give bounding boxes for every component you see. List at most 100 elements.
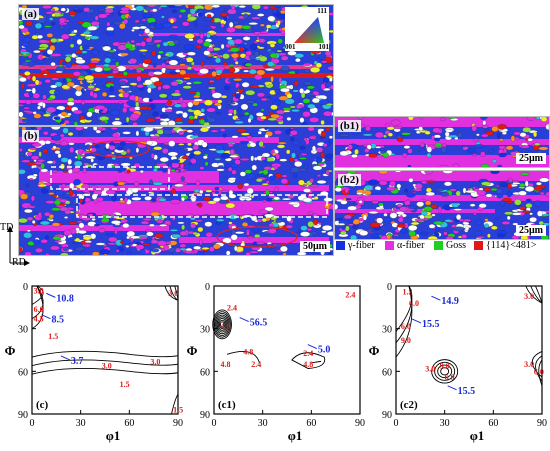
contour-level-label: 3.0 <box>425 364 435 373</box>
ebsd-map-b1: (b1) 25μm <box>334 116 550 168</box>
odf-panel-label: (c) <box>36 399 49 411</box>
max-intensity-pointer <box>447 385 457 391</box>
x-tick-label: 90 <box>355 418 365 429</box>
contour-level-label: 3.0 <box>524 292 534 301</box>
contour-level-label: 6.0 <box>401 322 411 331</box>
max-intensity-label: 56.5 <box>250 318 268 329</box>
panel-label-b: (b) <box>22 130 40 142</box>
y-tick-label: 90 <box>200 410 210 421</box>
contour-level-label: 9.0 <box>440 362 450 371</box>
odf-frame <box>213 285 361 415</box>
legend-swatch-goss <box>434 241 443 250</box>
max-intensity-pointer <box>307 344 318 350</box>
legend-goss: Goss <box>434 240 466 251</box>
y-tick-label: 60 <box>200 367 210 378</box>
odf-contours <box>395 285 543 386</box>
contour-level-label: 4.5 <box>34 315 44 324</box>
x-axis-label: φ1 <box>470 428 485 443</box>
contour-level-label: 1.2 <box>402 288 412 297</box>
x-axis-label: φ1 <box>288 428 303 443</box>
contour-level-label: 3.0 <box>150 357 160 366</box>
y-axis-label: Φ <box>369 343 380 358</box>
odf-contours <box>212 309 326 369</box>
max-intensity-pointer <box>46 292 56 298</box>
odf-plot-c-svg: 0 30 60 900306090φ1Φ(c)3.06.04.51.53.01.53.… <box>5 282 184 443</box>
ebsd-map-b1-texture <box>335 117 549 167</box>
y-tick-label: 30 <box>18 325 28 336</box>
ebsd-map-a-texture <box>19 5 333 125</box>
ipf-triangle-icon <box>294 17 324 43</box>
contour-level-label: 6.0 <box>34 305 44 314</box>
contour-level-label: 3.0 <box>102 362 112 371</box>
y-axis-label: Φ <box>187 343 198 358</box>
ipf-label-101: 101 <box>318 43 330 51</box>
max-intensity-label: 14.9 <box>441 296 459 307</box>
max-intensity-label: 15.5 <box>422 319 440 330</box>
max-intensity-label: 5.0 <box>318 345 331 356</box>
legend-label-alpha: α-fiber <box>397 240 425 251</box>
odf-frame <box>395 285 543 415</box>
y-tick-label: 0 <box>205 282 210 293</box>
x-tick-label: 90 <box>537 418 547 429</box>
legend-swatch-114 <box>474 241 483 250</box>
odf-plot-c: 0 30 60 90 0 30 60 90 φ1 Φ (c) 3.0 6.0 4.5 1.5 3.0 1.5 3.… <box>0 278 184 446</box>
contour-level-label: 2.4 <box>251 360 261 369</box>
ipf-label-111: 111 <box>317 7 327 15</box>
contour-level-label: 1.5 <box>120 380 130 389</box>
max-intensity-label: 15.5 <box>458 386 476 397</box>
max-intensity-pointer <box>411 318 422 324</box>
contour-level-label: 2.4 <box>227 303 237 312</box>
axis-label-rd: RD <box>12 257 26 268</box>
legend-114-481: {114}<481> <box>474 240 537 251</box>
legend-swatch-alpha <box>385 241 394 250</box>
contour-level-label: 4.8 <box>243 347 253 356</box>
ebsd-map-b: (b) 50μm <box>18 126 334 256</box>
contour-level-label: 3.0 <box>168 289 178 298</box>
odf-plot-c1: 0 30 60 90 0 30 60 90 φ1 Φ (c1) 2.4 4.8 4.8 4.8 2.4 2.4 4… <box>182 278 366 446</box>
panel-label-a: (a) <box>22 8 39 20</box>
scale-bar-b2: 25μm <box>516 225 546 236</box>
x-tick-label: 60 <box>306 418 316 429</box>
contour-level-label: 2.4 <box>303 349 313 358</box>
contour-level-label: 2.4 <box>345 291 355 300</box>
x-tick-label: 0 <box>30 418 35 429</box>
contour-level-label: 6.0 <box>534 367 544 376</box>
max-intensity-label: 10.8 <box>56 293 73 304</box>
y-tick-label: 0 <box>387 282 392 293</box>
contour-level-label: 3.0 <box>524 360 534 369</box>
contour-level-label: 4.8 <box>220 360 230 369</box>
max-intensity-pointer <box>239 317 249 323</box>
y-axis-label: Φ <box>5 343 16 358</box>
ebsd-map-a: (a) 111 001 101 <box>18 4 334 126</box>
ipf-triangle-key: 111 001 101 <box>285 7 329 51</box>
odf-panel-label: (c2) <box>400 399 418 411</box>
contour-level-label: 3.0 <box>34 286 44 295</box>
contour-level-label: 1.5 <box>48 332 58 341</box>
contour-level-label: 4.8 <box>220 322 230 331</box>
scale-bar-b1: 25μm <box>516 153 546 164</box>
legend-gamma-fiber: γ-fiber <box>336 240 375 251</box>
y-tick-label: 90 <box>382 410 392 421</box>
contour-level-label: 6.0 <box>445 373 455 382</box>
x-tick-label: 30 <box>76 418 86 429</box>
max-intensity-pointer <box>41 314 51 320</box>
x-tick-label: 30 <box>440 418 450 429</box>
dashed-region-markers <box>50 140 328 248</box>
td-rd-axes-icon <box>7 226 30 266</box>
x-tick-label: 60 <box>124 418 134 429</box>
contour-level-label: 6.0 <box>409 299 419 308</box>
y-tick-label: 30 <box>200 325 210 336</box>
odf-contours <box>31 285 179 415</box>
max-intensity-label: 8.5 <box>51 315 64 326</box>
y-tick-label: 0 <box>23 282 28 293</box>
x-axis-label: φ1 <box>106 428 121 443</box>
contour-level-label: 9.0 <box>401 336 411 345</box>
max-intensity-label: 3.7 <box>71 356 84 367</box>
scale-bar-main: 50μm <box>300 241 330 252</box>
odf-frame <box>31 285 179 415</box>
y-tick-label: 60 <box>382 367 392 378</box>
ebsd-map-b-texture <box>19 127 333 255</box>
x-tick-label: 0 <box>394 418 399 429</box>
